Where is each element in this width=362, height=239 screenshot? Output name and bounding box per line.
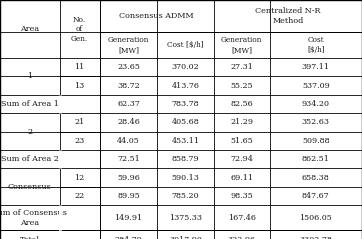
Text: 934.20: 934.20 [302, 100, 330, 108]
Text: 1506.05: 1506.05 [299, 214, 332, 222]
Text: 862.51: 862.51 [302, 155, 330, 163]
Text: 21: 21 [75, 119, 85, 126]
Text: 3017.90: 3017.90 [169, 236, 202, 239]
Text: Centralized N-R
Method: Centralized N-R Method [255, 7, 320, 25]
Text: 537.09: 537.09 [302, 82, 330, 90]
Text: 413.76: 413.76 [172, 82, 199, 90]
Text: Sum of Consensus
Area: Sum of Consensus Area [0, 209, 67, 227]
Text: 13: 13 [75, 82, 85, 90]
Text: 453.11: 453.11 [172, 137, 199, 145]
Text: Total: Total [20, 236, 40, 239]
Text: Generation
[MW]: Generation [MW] [108, 36, 149, 54]
Text: 149.91: 149.91 [114, 214, 143, 222]
Text: 55.25: 55.25 [230, 82, 253, 90]
Text: 847.67: 847.67 [302, 192, 330, 200]
Text: 590.13: 590.13 [172, 174, 199, 182]
Text: 28.46: 28.46 [117, 119, 140, 126]
Text: 51.65: 51.65 [230, 137, 253, 145]
Text: 167.46: 167.46 [228, 214, 256, 222]
Text: 23: 23 [75, 137, 85, 145]
Text: 658.38: 658.38 [302, 174, 330, 182]
Text: Consensus: Consensus [8, 183, 52, 191]
Text: 11: 11 [75, 63, 85, 71]
Text: 284.79: 284.79 [114, 236, 143, 239]
Text: 3302.78: 3302.78 [299, 236, 332, 239]
Text: 405.68: 405.68 [172, 119, 199, 126]
Text: 370.02: 370.02 [172, 63, 199, 71]
Text: 27.31: 27.31 [230, 63, 253, 71]
Text: 72.94: 72.94 [230, 155, 253, 163]
Text: 322.96: 322.96 [228, 236, 256, 239]
Text: 1: 1 [27, 72, 33, 81]
Text: Cost
[$/h]: Cost [$/h] [307, 36, 325, 54]
Text: 59.96: 59.96 [117, 174, 140, 182]
Text: 858.79: 858.79 [172, 155, 199, 163]
Text: 98.35: 98.35 [230, 192, 253, 200]
Text: 12: 12 [75, 174, 85, 182]
Text: Area: Area [20, 25, 39, 33]
Text: Sum of Area 1: Sum of Area 1 [1, 100, 59, 108]
Text: 82.56: 82.56 [230, 100, 253, 108]
Text: 1375.33: 1375.33 [169, 214, 202, 222]
Text: 62.37: 62.37 [117, 100, 140, 108]
Text: 38.72: 38.72 [117, 82, 140, 90]
Text: 22: 22 [75, 192, 85, 200]
Text: No.
of
Gen.: No. of Gen. [71, 16, 88, 43]
Text: 783.78: 783.78 [172, 100, 199, 108]
Text: 89.95: 89.95 [117, 192, 140, 200]
Text: 352.63: 352.63 [302, 119, 330, 126]
Text: 397.11: 397.11 [302, 63, 330, 71]
Text: Cost [$/h]: Cost [$/h] [167, 41, 204, 49]
Text: Sum of Area 2: Sum of Area 2 [1, 155, 59, 163]
Text: Consensus ADMM: Consensus ADMM [119, 12, 194, 20]
Text: 44.05: 44.05 [117, 137, 140, 145]
Text: Generation
[MW]: Generation [MW] [221, 36, 262, 54]
Text: 23.65: 23.65 [117, 63, 140, 71]
Text: 2: 2 [27, 128, 33, 136]
Text: 69.11: 69.11 [230, 174, 253, 182]
Text: 785.20: 785.20 [172, 192, 199, 200]
Text: 72.51: 72.51 [117, 155, 140, 163]
Text: 21.29: 21.29 [230, 119, 253, 126]
Text: 509.88: 509.88 [302, 137, 330, 145]
